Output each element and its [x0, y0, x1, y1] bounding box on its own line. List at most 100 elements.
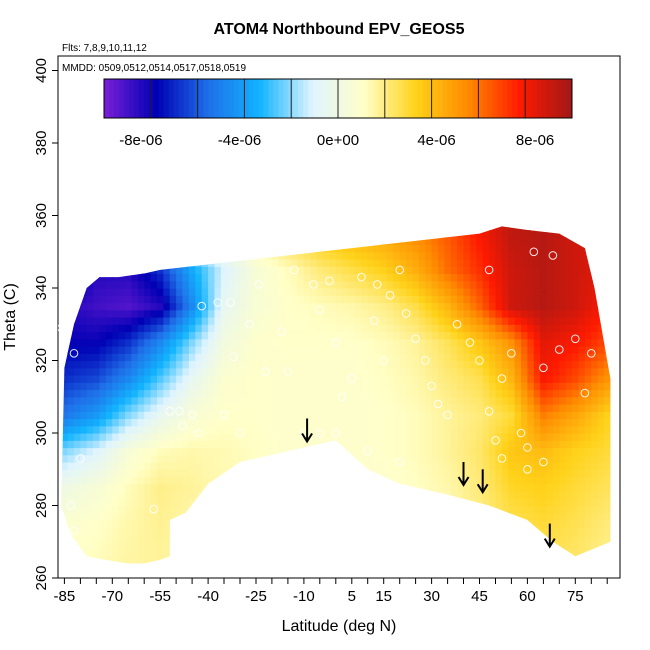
field-cell: [425, 549, 433, 557]
field-cell: [521, 226, 528, 231]
field-cell: [176, 396, 184, 405]
field-cell: [610, 390, 617, 398]
observation-point: [283, 367, 293, 376]
field-cell: [259, 425, 267, 434]
field-cell: [610, 353, 617, 361]
field-cell: [233, 549, 241, 557]
field-cell: [240, 244, 247, 253]
field-cell: [450, 324, 458, 333]
field-cell: [514, 396, 522, 405]
colorbar-segment: [402, 79, 409, 118]
field-cell: [533, 411, 541, 420]
field-cell: [61, 564, 68, 572]
field-cell: [105, 244, 113, 253]
field-cell: [380, 491, 388, 499]
field-cell: [399, 295, 407, 304]
field-cell: [482, 338, 490, 347]
field-cell: [214, 389, 222, 398]
field-cell: [463, 382, 471, 391]
field-cell: [495, 462, 503, 470]
field-cell: [157, 216, 164, 224]
field-cell: [546, 483, 554, 492]
field-cell: [227, 462, 235, 470]
field-cell: [406, 483, 414, 492]
field-cell: [418, 447, 426, 456]
field-cell: [482, 309, 490, 318]
field-cell: [310, 309, 318, 318]
field-cell: [323, 425, 331, 434]
field-cell: [137, 498, 145, 507]
field-cell: [418, 404, 426, 412]
observation-point: [261, 367, 270, 376]
field-cell: [266, 216, 273, 224]
field-cell: [86, 505, 94, 514]
field-cell: [208, 237, 216, 246]
field-cell: [565, 259, 573, 267]
field-cell: [240, 226, 247, 231]
field-cell: [597, 375, 605, 383]
field-cell: [112, 288, 120, 296]
field-cell: [495, 454, 503, 463]
field-cell: [527, 425, 535, 434]
field-cell: [393, 541, 401, 550]
field-cell: [240, 295, 247, 304]
field-cell: [259, 411, 267, 420]
field-cell: [182, 324, 190, 333]
field-cell: [265, 549, 273, 557]
field-cell: [527, 280, 535, 289]
observation-point: [149, 504, 159, 514]
down-arrow-icon: [301, 418, 313, 444]
field-cell: [297, 251, 305, 260]
field-cell: [565, 520, 573, 528]
field-cell: [284, 396, 292, 405]
field-cell: [508, 338, 516, 347]
field-cell: [501, 512, 509, 521]
field-cell: [457, 331, 465, 340]
field-cell: [188, 404, 196, 412]
field-cell: [112, 309, 120, 318]
field-cell: [591, 226, 599, 231]
field-cell: [169, 353, 177, 362]
field-cell: [559, 288, 567, 296]
field-cell: [393, 226, 401, 231]
field-cell: [265, 483, 273, 492]
field-cell: [246, 520, 254, 528]
field-cell: [495, 280, 503, 289]
field-cell: [476, 346, 484, 354]
field-cell: [476, 476, 484, 485]
field-cell: [105, 483, 113, 492]
field-cell: [476, 375, 484, 383]
field-cell: [591, 411, 599, 420]
field-cell: [67, 288, 75, 296]
field-cell: [182, 505, 190, 514]
field-cell: [495, 295, 503, 304]
field-cell: [342, 230, 350, 238]
field-cell: [233, 505, 241, 514]
field-cell: [482, 367, 490, 376]
field-cell: [374, 440, 382, 449]
field-cell: [552, 360, 560, 369]
field-cell: [137, 527, 145, 536]
field-cell: [61, 375, 69, 383]
field-cell: [393, 280, 401, 289]
field-cell: [220, 302, 228, 311]
field-cell: [285, 216, 292, 224]
field-cell: [271, 273, 279, 282]
field-cell: [559, 216, 566, 224]
field-cell: [297, 527, 305, 536]
field-cell: [457, 389, 465, 398]
field-cell: [444, 411, 452, 420]
field-cell: [118, 244, 126, 253]
field-cell: [303, 389, 311, 398]
field-cell: [425, 483, 433, 492]
field-cell: [335, 534, 343, 543]
field-cell: [195, 564, 202, 572]
field-cell: [342, 425, 350, 434]
field-cell: [418, 418, 426, 427]
field-cell: [546, 382, 554, 391]
field-cell: [208, 527, 216, 536]
field-cell: [144, 280, 152, 289]
field-cell: [99, 483, 107, 492]
field-cell: [291, 273, 299, 282]
field-cell: [271, 324, 279, 333]
